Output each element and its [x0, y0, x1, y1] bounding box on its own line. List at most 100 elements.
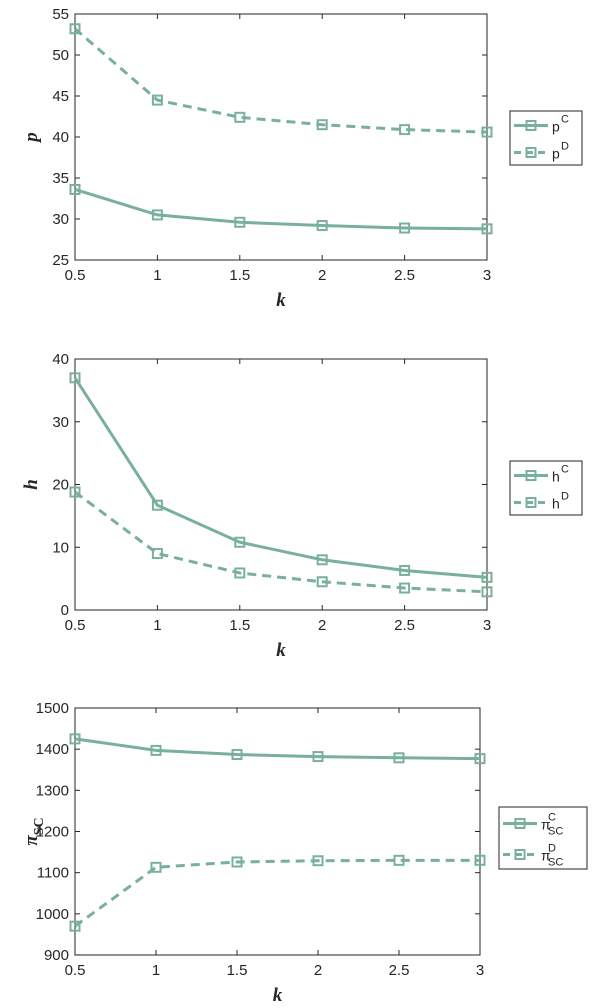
- legend-label-superscript: C: [561, 114, 569, 126]
- data-point-C: [481, 223, 493, 235]
- series-line-D: [74, 490, 488, 594]
- legend-label: π: [541, 817, 551, 833]
- data-point-C: [234, 216, 246, 228]
- y-axis-label: h: [21, 479, 42, 490]
- legend-label-superscript: C: [561, 464, 569, 476]
- legend-label: h: [552, 496, 560, 512]
- data-point-C: [234, 536, 246, 548]
- y-tick-label: 50: [52, 47, 69, 64]
- y-tick-label: 55: [52, 6, 69, 23]
- x-tick-label: 2.5: [389, 962, 410, 979]
- x-tick-label: 2: [318, 617, 326, 634]
- data-point-D: [316, 576, 328, 588]
- y-tick-label: 1300: [36, 782, 69, 799]
- x-tick-label: 2: [318, 267, 326, 284]
- data-point-C: [316, 554, 328, 566]
- data-point-C: [316, 220, 328, 232]
- x-tick-label: 2.5: [394, 267, 415, 284]
- y-tick-label: 10: [52, 539, 69, 556]
- legend-label-superscript: C: [548, 812, 556, 824]
- x-tick-label: 1.5: [227, 962, 248, 979]
- y-tick-label: 35: [52, 170, 69, 187]
- y-axis-label-main: p: [21, 132, 42, 144]
- x-axis-label: k: [276, 290, 286, 311]
- series-line-C: [74, 188, 488, 231]
- legend-marker-D: [525, 147, 537, 158]
- y-tick-label: 30: [52, 211, 69, 228]
- data-point-D: [150, 861, 162, 873]
- data-point-C: [481, 571, 493, 583]
- y-tick-label: 900: [44, 947, 69, 964]
- x-axis-label: k: [276, 640, 286, 661]
- legend-box: [498, 806, 588, 870]
- y-axis-label-subscript: SC: [32, 817, 47, 835]
- y-tick-label: 1200: [36, 824, 69, 841]
- legend-box: [509, 110, 583, 166]
- x-tick-label: 3: [483, 267, 491, 284]
- x-axis-label: k: [273, 985, 283, 1006]
- data-point-C: [151, 499, 163, 511]
- legend-marker-C: [525, 470, 537, 481]
- data-point-D: [474, 854, 486, 866]
- legend-label-subscript: SC: [548, 857, 563, 869]
- data-point-C: [231, 749, 243, 761]
- y-axis-label: πSC: [21, 817, 47, 845]
- y-tick-label: 40: [52, 351, 69, 368]
- x-tick-label: 2: [314, 962, 322, 979]
- x-tick-label: 1.5: [229, 267, 250, 284]
- legend: h Ch D: [509, 460, 583, 516]
- y-tick-label: 1500: [36, 700, 69, 717]
- y-tick-label: 1000: [36, 906, 69, 923]
- legend-marker-C: [514, 818, 526, 829]
- legend-label: π: [541, 848, 551, 864]
- x-tick-label: 0.5: [65, 962, 86, 979]
- series-line-C: [74, 737, 481, 761]
- data-point-C: [399, 564, 411, 576]
- x-tick-label: 1: [152, 962, 160, 979]
- data-point-D: [69, 486, 81, 498]
- data-point-C: [151, 209, 163, 221]
- y-tick-label: 25: [52, 252, 69, 269]
- y-tick-label: 30: [52, 414, 69, 431]
- data-point-D: [234, 111, 246, 123]
- chart-3: 0.5 1 1.5 2 2.5 3 900 1000 1100 1200 1300 1400 1500 k…: [21, 700, 588, 1006]
- data-point-D: [312, 855, 324, 867]
- data-point-C: [69, 183, 81, 195]
- data-point-C: [393, 752, 405, 764]
- data-point-C: [312, 751, 324, 763]
- legend-label-superscript: D: [561, 141, 569, 153]
- legend-marker-D: [514, 849, 526, 860]
- x-tick-label: 2.5: [394, 617, 415, 634]
- legend-box: [509, 460, 583, 516]
- data-point-D: [231, 856, 243, 868]
- y-axis-label: p: [21, 132, 42, 144]
- series-line-C: [73, 377, 488, 579]
- data-point-C: [399, 222, 411, 234]
- x-tick-label: 1.5: [229, 617, 250, 634]
- data-point-D: [316, 119, 328, 131]
- y-axis-label-main: π: [21, 835, 42, 846]
- y-tick-label: 45: [52, 88, 69, 105]
- data-point-D: [481, 586, 493, 598]
- series-line-D: [74, 27, 488, 134]
- data-point-C: [69, 733, 81, 745]
- data-point-D: [399, 582, 411, 594]
- y-tick-label: 0: [61, 602, 69, 619]
- legend-label-superscript: D: [548, 843, 556, 855]
- x-tick-label: 1: [153, 267, 161, 284]
- x-tick-label: 0.5: [65, 267, 86, 284]
- legend-label-superscript: D: [561, 491, 569, 503]
- x-tick-label: 0.5: [65, 617, 86, 634]
- data-point-D: [69, 920, 81, 932]
- x-tick-label: 3: [483, 617, 491, 634]
- data-point-C: [150, 744, 162, 756]
- x-tick-label: 3: [476, 962, 484, 979]
- data-point-C: [474, 753, 486, 765]
- legend-marker-D: [525, 497, 537, 508]
- legend-label: h: [552, 469, 560, 485]
- data-point-C: [69, 372, 81, 384]
- y-axis-label-main: h: [21, 479, 42, 490]
